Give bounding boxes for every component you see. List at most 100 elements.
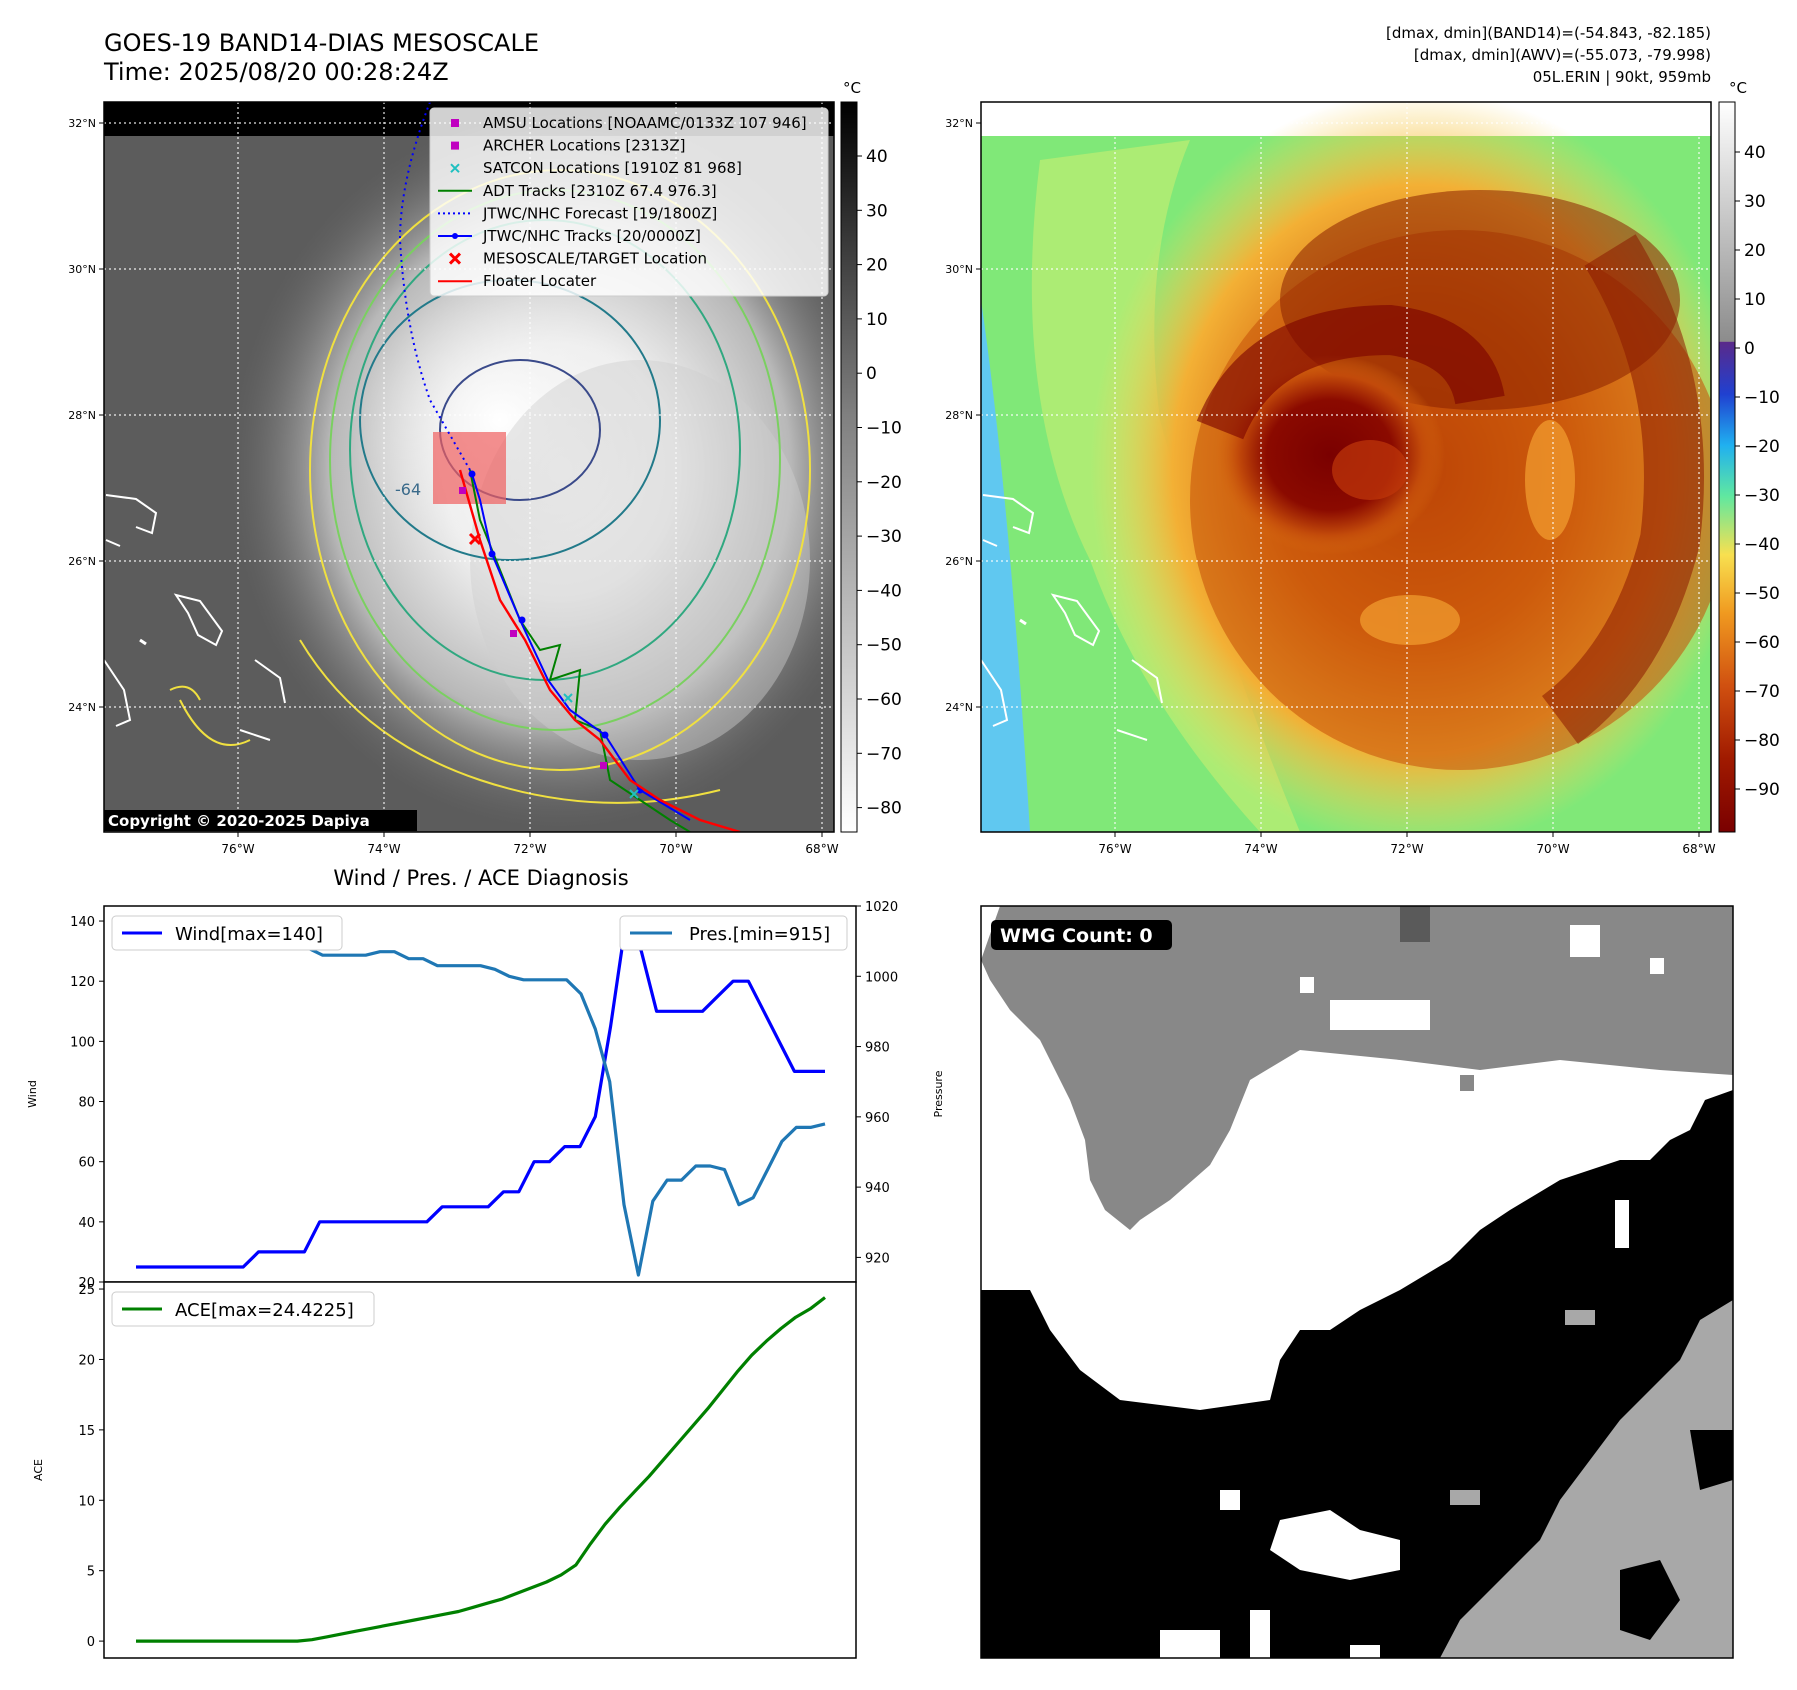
colorbar-tick-label: −30 <box>1744 486 1780 506</box>
legend-x-icon <box>450 163 460 173</box>
axis-tick-label: 0 <box>87 1635 95 1650</box>
colorbar-tick-label: −40 <box>1744 535 1780 555</box>
ace-chart: 0 5 10 15 20 25 ACE ACE[max=24.4225] <box>32 1281 857 1659</box>
axis-tick-label: 60 <box>78 1156 95 1171</box>
colorbar-tick-label: −20 <box>866 473 902 493</box>
pressure-axis-label: Pressure <box>932 1070 945 1117</box>
legend-label: ARCHER Locations [2313Z] <box>483 137 686 155</box>
figure-title: GOES-19 BAND14-DIAS MESOSCALE <box>104 29 539 57</box>
wind-legend-label: Wind[max=140] <box>175 924 323 945</box>
lon-label: 72°W <box>1390 842 1423 856</box>
axis-tick-label: 140 <box>70 915 95 930</box>
colorbar-tick-label: −60 <box>866 690 902 710</box>
colorbar-tick-label: −50 <box>1744 584 1780 604</box>
legend-square-icon <box>451 141 459 150</box>
colorbar-tick-label: −30 <box>866 527 902 547</box>
legend-row: ADT Tracks [2310Z 67.4 976.3] <box>438 182 717 200</box>
colorbar-tick-label: 40 <box>866 147 888 167</box>
pres-legend-label: Pres.[min=915] <box>689 924 830 945</box>
ace-legend-label: ACE[max=24.4225] <box>175 1300 354 1321</box>
colorbar-tick-label: −50 <box>866 636 902 656</box>
colorbar-tick-label: −60 <box>1744 633 1780 653</box>
lat-label: 32°N <box>68 117 96 130</box>
lon-label: 72°W <box>513 842 546 856</box>
lon-label: 70°W <box>659 842 692 856</box>
ace-axis-label: ACE <box>32 1459 45 1481</box>
lat-label: 32°N <box>945 117 973 130</box>
axis-tick-label: 10 <box>78 1494 95 1509</box>
legend-row: AMSU Locations [NOAAMC/0133Z 107 946] <box>451 114 807 132</box>
lat-label: 28°N <box>945 409 973 422</box>
axis-tick-label: 940 <box>865 1181 890 1196</box>
axis-tick-label: 20 <box>78 1353 95 1368</box>
legend-square-icon <box>451 119 459 127</box>
axis-tick-label: 40 <box>78 1216 95 1231</box>
lat-label: 24°N <box>945 701 973 714</box>
copyright-text: Copyright © 2020-2025 Dapiya <box>108 812 370 830</box>
colorbar-tick-label: 0 <box>866 364 877 384</box>
axis-tick-label: 20 <box>78 1276 95 1291</box>
legend-x-icon <box>448 252 462 265</box>
ace-legend: ACE[max=24.4225] <box>111 1291 375 1327</box>
legend-label: Floater Locater <box>483 272 597 290</box>
info-awv-range: [dmax, dmin](AWV)=(-55.073, -79.998) <box>1414 46 1711 64</box>
wind-legend: Wind[max=140] <box>111 915 343 951</box>
legend-row: Floater Locater <box>438 272 597 290</box>
legend-row: SATCON Locations [1910Z 81 968] <box>450 159 742 177</box>
lon-label: 70°W <box>1536 842 1569 856</box>
axis-tick-label: 980 <box>865 1041 890 1056</box>
wind-axis-label: Wind <box>26 1080 39 1108</box>
colorbar-tick-label: 0 <box>1744 339 1755 359</box>
axis-tick-label: 920 <box>865 1251 890 1266</box>
axis-tick-label: 100 <box>70 1035 95 1050</box>
lon-label: 74°W <box>367 842 400 856</box>
colorbar-tick-label: 40 <box>1744 143 1766 163</box>
lon-label: 74°W <box>1244 842 1277 856</box>
colorbar-tick-label: −90 <box>1744 780 1780 800</box>
axis-tick-label: 1020 <box>865 900 898 915</box>
colorbar-tick-label: 20 <box>1744 241 1766 261</box>
wind-pressure-chart: Wind / Pres. / ACE Diagnosis 20 40 60 80 100… <box>26 866 945 1291</box>
lat-label: 26°N <box>68 555 96 568</box>
colorbar-tick-label: 30 <box>866 201 888 221</box>
copyright-box <box>104 810 417 831</box>
ir-map-frame <box>103 101 835 833</box>
figure-time: Time: 2025/08/20 00:28:24Z <box>103 58 449 86</box>
awv-map-frame <box>980 101 1712 833</box>
lat-label: 28°N <box>68 409 96 422</box>
colorbar-tick-label: −70 <box>866 744 902 764</box>
series-line <box>136 1296 826 1643</box>
pres-legend: Pres.[min=915] <box>619 915 848 951</box>
axis-tick-label: 15 <box>78 1424 95 1439</box>
awv-map-panel <box>981 102 1711 832</box>
contour-label: -64 <box>395 480 421 499</box>
series-line <box>136 919 825 1269</box>
colorbar-tick-label: 10 <box>1744 290 1766 310</box>
info-storm: 05L.ERIN | 90kt, 959mb <box>1533 68 1711 86</box>
legend-label: MESOSCALE/TARGET Location <box>483 250 707 268</box>
colorbar-tick-label: −10 <box>1744 388 1780 408</box>
legend-row: MESOSCALE/TARGET Location <box>448 250 707 268</box>
legend-row: ARCHER Locations [2313Z] <box>451 137 686 155</box>
legend-row: JTWC/NHC Forecast [19/1800Z] <box>438 204 717 222</box>
colorbar-right-unit: °C <box>1729 79 1747 97</box>
lat-label: 30°N <box>68 263 96 276</box>
lat-label: 30°N <box>945 263 973 276</box>
lon-label: 76°W <box>1098 842 1131 856</box>
colorbar-tick-label: −40 <box>866 581 902 601</box>
colorbar-tick-label: 30 <box>1744 192 1766 212</box>
legend-dot-icon <box>452 233 458 239</box>
colorbar-left: °C 40 30 20 10 0 −10 −20 −30 −40 −50 −60 −70 −80 <box>840 79 902 833</box>
legend-label: AMSU Locations [NOAAMC/0133Z 107 946] <box>483 114 807 132</box>
colorbar-tick-label: −80 <box>866 799 902 819</box>
axis-tick-label: 960 <box>865 1111 890 1126</box>
colorbar-tick-label: 20 <box>866 256 888 276</box>
colorbar-tick-label: −10 <box>866 419 902 439</box>
wmg-frame <box>980 905 1734 1659</box>
colorbar-tick-label: −70 <box>1744 682 1780 702</box>
colorbar-tick-label: 10 <box>866 310 888 330</box>
map-legend: AMSU Locations [NOAAMC/0133Z 107 946] ARC… <box>429 107 829 297</box>
wmg-panel <box>981 906 1733 1658</box>
colorbar-tick-label: −80 <box>1744 731 1780 751</box>
